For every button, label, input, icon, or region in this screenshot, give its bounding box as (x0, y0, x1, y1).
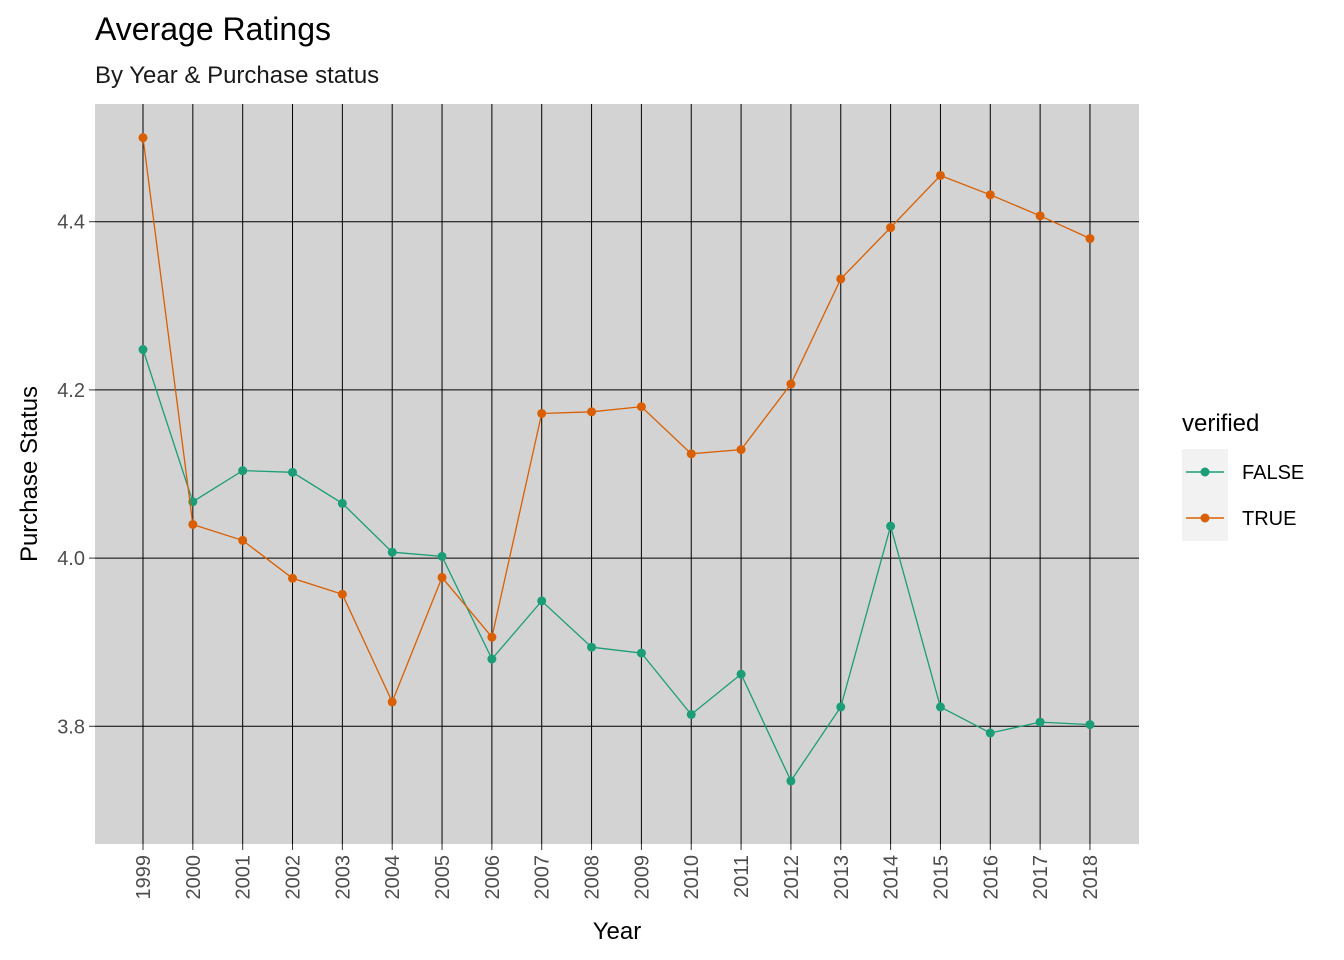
x-tick-label: 2013 (831, 855, 853, 900)
data-point-false (985, 728, 995, 738)
data-point-true (437, 572, 447, 582)
legend-key-point (1200, 513, 1210, 523)
data-point-true (935, 170, 945, 180)
data-point-false (686, 710, 696, 719)
data-point-true (886, 223, 896, 233)
data-point-false (238, 466, 248, 476)
y-tick-label: 4.4 (57, 212, 85, 234)
x-tick-label: 2001 (233, 855, 255, 900)
x-tick-label: 2017 (1030, 855, 1052, 900)
data-point-false (337, 498, 347, 508)
y-axis-title: Purchase Status (16, 386, 43, 562)
x-tick-label: 2005 (432, 855, 454, 900)
x-axis-title: Year (593, 918, 642, 945)
x-tick-label: 2007 (532, 855, 554, 900)
x-tick-label: 2009 (631, 855, 653, 900)
data-point-false (836, 702, 846, 712)
y-tick-label: 4.0 (57, 548, 85, 570)
data-point-false (288, 467, 298, 477)
x-tick-label: 2016 (980, 855, 1002, 900)
data-point-true (537, 408, 547, 418)
chart-title: Average Ratings (95, 11, 331, 47)
legend-label-true: TRUE (1242, 508, 1296, 530)
series-line-true (142, 137, 1091, 704)
data-point-true (985, 190, 995, 200)
data-point-true (487, 632, 497, 642)
data-point-false (636, 648, 646, 658)
plot-panel (95, 104, 1139, 844)
x-tick-label: 2011 (731, 855, 753, 898)
legend: FALSE TRUE (1182, 449, 1304, 541)
y-axis-ticks: 3.8 4.0 4.2 4.4 (57, 212, 95, 738)
legend-label-false: FALSE (1242, 462, 1304, 484)
x-axis-ticks: 1999 2000 2001 2002 2003 2004 2005 2006 2007 2008… (133, 844, 1102, 900)
series-layer (138, 133, 1095, 786)
data-point-true (288, 573, 298, 583)
data-point-false (138, 345, 148, 355)
y-tick-label: 4.2 (57, 380, 85, 402)
legend-key-point (1200, 467, 1210, 477)
data-point-true (337, 589, 347, 599)
data-point-false (1085, 720, 1095, 730)
data-point-false (387, 547, 397, 557)
data-point-false (487, 654, 497, 664)
data-point-false (587, 642, 597, 652)
data-point-true (786, 379, 796, 389)
data-point-true (836, 274, 846, 284)
data-point-false (786, 776, 796, 786)
x-tick-label: 2010 (681, 855, 703, 900)
series-line-false (142, 349, 1091, 783)
data-point-true (188, 519, 198, 529)
x-tick-label: 2003 (332, 855, 354, 900)
x-tick-label: 2012 (781, 855, 803, 900)
legend-key-background (1182, 449, 1228, 541)
data-point-true (1035, 211, 1045, 221)
y-tick-label: 3.8 (57, 716, 85, 738)
data-point-false (437, 551, 447, 561)
legend-title: verified (1182, 410, 1259, 437)
x-tick-label: 2002 (283, 855, 305, 900)
data-point-true (587, 407, 597, 417)
data-point-false (537, 596, 547, 606)
data-point-false (935, 702, 945, 712)
x-tick-label: 1999 (133, 855, 155, 900)
data-point-true (736, 445, 746, 455)
data-point-true (1085, 234, 1095, 244)
data-point-false (886, 521, 896, 531)
data-point-true (387, 697, 397, 707)
x-tick-label: 2014 (881, 855, 903, 900)
data-point-true (238, 535, 248, 545)
x-tick-label: 2018 (1080, 855, 1102, 900)
x-tick-label: 2004 (382, 855, 404, 900)
data-point-true (636, 402, 646, 412)
x-tick-label: 2000 (183, 855, 205, 900)
data-point-true (138, 133, 148, 143)
data-point-false (1035, 717, 1045, 727)
chart-subtitle: By Year & Purchase status (95, 62, 379, 89)
data-point-true (686, 449, 696, 459)
x-tick-label: 2006 (482, 855, 504, 900)
data-point-false (736, 669, 746, 679)
x-tick-label: 2008 (582, 855, 604, 900)
x-tick-label: 2015 (930, 855, 952, 900)
